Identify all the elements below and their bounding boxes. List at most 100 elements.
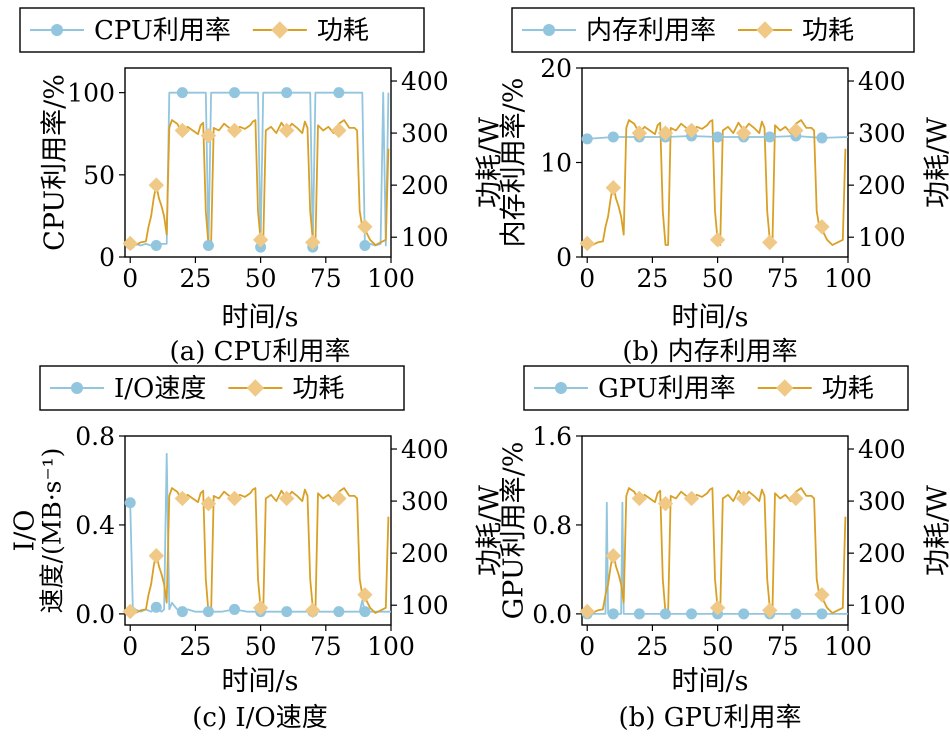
power-marker [605,180,622,196]
legend-metric-label: CPU利用率 [94,16,231,46]
power-marker [122,235,138,252]
x-tick-label: 50 [245,632,277,661]
legend-power-label: 功耗 [802,16,854,46]
x-axis-label: 时间/s [222,302,299,333]
legend-metric-label: I/O速度 [114,374,206,404]
metric-marker [333,606,345,618]
x-tick-label: 0 [579,632,595,661]
power-marker [788,490,804,507]
x-tick-label: 25 [637,264,669,293]
power-marker [200,127,217,144]
x-tick-label: 25 [180,264,212,293]
power-marker [605,548,622,564]
x-axis-label: 时间/s [672,302,749,333]
power-marker [709,232,726,248]
metric-series-line [129,452,391,613]
x-tick-label: 75 [767,632,799,661]
legend: GPU利用率 功耗 [523,365,909,411]
metric-marker [333,87,345,99]
y-tick-label: 20 [540,54,572,83]
y-tick-label: 10 [540,149,572,178]
power-marker [657,495,674,512]
metric-marker [176,87,188,99]
y2-tick-label: 100 [401,591,449,620]
y-tick-label: 50 [83,161,115,190]
power-marker [148,177,165,193]
legend-power-label: 功耗 [822,374,874,404]
power-marker [357,219,373,235]
plot-frame [124,435,392,626]
y2-axis-label: 功耗/W [923,117,950,208]
legend-power-marker [246,379,265,397]
panel-caption: (c) I/O速度 [192,703,327,733]
metric-marker [124,497,136,509]
panel-2: 0 25 50 75 100 0.0 0.4 0.8 100 200 300 400 时间/s I/O速度… [10,365,506,733]
metric-series-line [130,91,390,247]
power-marker [631,125,648,141]
y2-tick-label: 400 [858,67,906,96]
power-marker [331,122,347,139]
power-marker [174,122,191,139]
power-series-line [129,119,390,246]
power-marker [788,122,804,139]
power-marker [174,490,191,507]
plot-frame [124,67,392,258]
metric-marker [712,131,724,143]
y2-axis-label: 功耗/W [475,117,506,208]
legend: I/O速度 功耗 [39,365,405,411]
metric-marker [738,608,750,620]
power-marker [305,602,321,619]
x-tick-label: 50 [702,264,734,293]
x-tick-label: 25 [637,632,669,661]
x-axis-label: 时间/s [222,666,299,697]
x-tick-label: 100 [824,264,872,293]
legend-box [511,7,915,53]
y2-tick-label: 200 [401,539,449,568]
y2-tick-label: 300 [401,119,449,148]
y2-tick-label: 400 [401,67,449,96]
power-series-line [129,487,390,614]
power-marker [735,125,752,141]
y2-tick-label: 400 [401,435,449,464]
legend-metric-marker [543,24,555,36]
power-marker [357,587,373,603]
y-tick-label: 100 [67,79,115,108]
metric-marker [202,239,214,251]
power-series-line [586,119,847,246]
legend-box [19,7,425,53]
metric-marker [150,601,162,613]
metric-marker [229,603,241,615]
metric-marker [686,608,698,620]
power-marker [762,234,778,251]
panel-caption: (b) GPU利用率 [619,703,802,733]
power-marker [683,490,700,507]
x-tick-label: 50 [245,264,277,293]
power-marker [122,603,138,620]
panel-3: 0 25 50 75 100 0.0 0.8 1.6 100 200 300 400 时间/s GPU利用… [499,365,950,733]
y2-tick-label: 200 [858,539,906,568]
y2-tick-label: 100 [858,223,906,252]
legend-power-label: 功耗 [292,374,344,404]
y2-tick-label: 300 [858,119,906,148]
y-axis-label: 内存利用率/% [499,78,530,248]
power-series-line [586,487,847,614]
y-tick-label: 0.0 [75,600,115,629]
legend-power-marker [756,21,774,39]
x-tick-label: 100 [367,632,415,661]
legend-metric-marker [51,24,63,36]
power-marker [226,122,243,139]
panel-caption: (b) 内存利用率 [622,337,797,367]
panel-1: 0 25 50 75 100 0 10 20 100 200 300 400 时间/s 内存利用率/% 功耗… [499,7,950,367]
power-marker [278,122,295,139]
metric-marker [581,133,593,145]
legend: CPU利用率 功耗 [19,7,425,53]
x-tick-label: 75 [767,264,799,293]
power-marker [814,587,830,603]
plot-frame [581,435,849,626]
y-axis-label-line2: 速度/(MB·s⁻¹) [38,448,67,614]
y2-tick-label: 100 [858,591,906,620]
metric-marker [359,239,371,251]
power-marker [735,490,752,507]
y-tick-label: 1.6 [532,422,572,451]
metric-marker [633,608,645,620]
